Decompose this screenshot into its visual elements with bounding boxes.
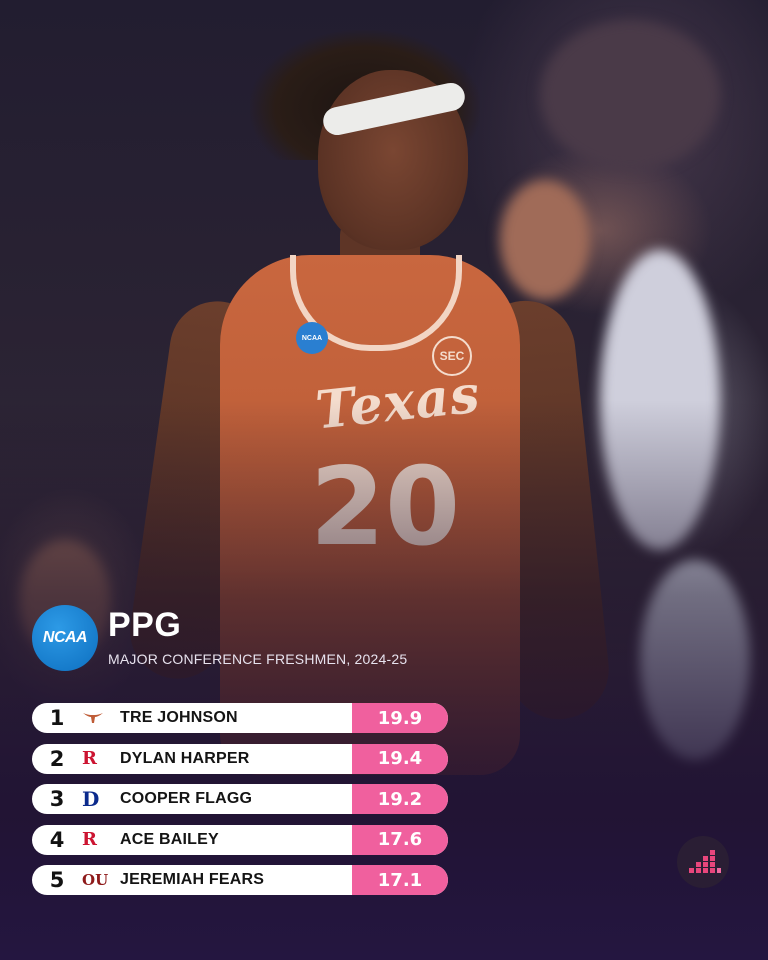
rank-number: 4 (49, 827, 65, 852)
ranking-row: 3 D COOPER FLAGG 19.2 (32, 784, 448, 814)
ranking-row: 1 TRE JOHNSON 19.9 (32, 703, 448, 733)
rutgers-r-icon: R (82, 748, 97, 769)
rank-number: 2 (49, 746, 65, 771)
ppg-value: 19.2 (352, 784, 448, 814)
rankings-list: 1 TRE JOHNSON 19.9 2 R DYLAN HARPER 19.4… (32, 703, 448, 906)
rutgers-r-icon: R (82, 829, 97, 850)
player-name: DYLAN HARPER (120, 749, 250, 767)
crowd-fan (540, 20, 720, 170)
ppg-value: 19.9 (352, 703, 448, 733)
duke-d-icon: D (82, 787, 100, 811)
ncaa-patch-icon: NCAA (296, 322, 328, 354)
rank-number: 3 (49, 787, 65, 811)
ncaa-logo-icon: NCAA (32, 605, 98, 671)
ppg-value: 19.4 (352, 743, 448, 774)
player-name: ACE BAILEY (120, 830, 219, 848)
bar-chart-brand-icon (677, 836, 729, 888)
ppg-value: 17.6 (352, 824, 448, 855)
sec-patch-icon: SEC (432, 336, 472, 376)
crowd-fan (500, 180, 590, 300)
rank-number: 5 (49, 868, 65, 892)
longhorn-icon (82, 711, 120, 725)
player-name: COOPER FLAGG (120, 790, 253, 807)
player-name: JEREMIAH FEARS (120, 871, 265, 888)
page-subtitle: MAJOR CONFERENCE FRESHMEN, 2024-25 (108, 651, 408, 667)
ranking-row: 4 R ACE BAILEY 17.6 (32, 824, 448, 855)
page-title: PPG (108, 606, 182, 644)
ppg-value: 17.1 (352, 865, 448, 895)
ranking-row: 2 R DYLAN HARPER 19.4 (32, 743, 448, 774)
ranking-row: 5 OU JEREMIAH FEARS 17.1 (32, 865, 448, 895)
rank-number: 1 (49, 706, 65, 730)
oklahoma-ou-icon: OU (82, 871, 109, 889)
player-name: TRE JOHNSON (120, 709, 238, 726)
